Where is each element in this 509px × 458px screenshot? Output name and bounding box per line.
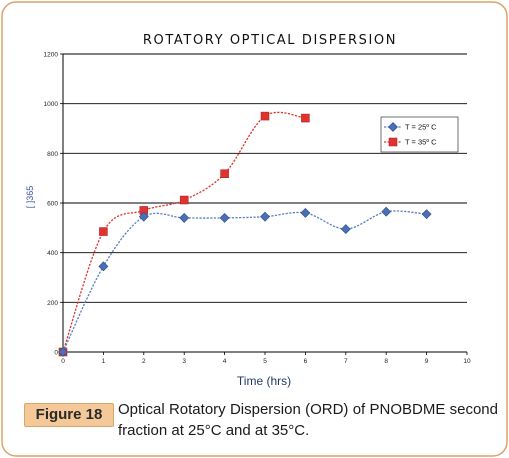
y-tick-label: 600 bbox=[47, 201, 58, 208]
series-t35 bbox=[58, 111, 310, 357]
caption-text: Optical Rotatory Dispersion (ORD) of PNO… bbox=[118, 401, 498, 439]
y-tick-label: 0 bbox=[54, 350, 58, 357]
axes bbox=[60, 53, 468, 355]
x-tick-label: 0 bbox=[61, 358, 65, 365]
y-tick-label: 200 bbox=[47, 300, 58, 307]
data-point bbox=[260, 111, 270, 121]
x-tick-label: 1 bbox=[102, 358, 106, 365]
y-tick-label: 400 bbox=[47, 250, 58, 257]
series-t25 bbox=[58, 206, 432, 357]
x-tick-label: 2 bbox=[142, 358, 146, 365]
data-point bbox=[381, 206, 392, 217]
figure-caption: Figure 18 Optical Rotatory Dispersion (O… bbox=[16, 396, 501, 448]
x-tick-label: 7 bbox=[344, 358, 348, 365]
y-tick-label: 800 bbox=[47, 151, 58, 158]
data-point bbox=[138, 211, 149, 222]
data-point bbox=[219, 212, 230, 223]
x-tick-label: 10 bbox=[463, 358, 471, 365]
y-axis-label: [ ]365 bbox=[25, 186, 35, 209]
data-point bbox=[340, 224, 351, 234]
x-tick-label: 5 bbox=[263, 358, 267, 365]
data-point bbox=[179, 212, 190, 223]
data-series bbox=[58, 111, 432, 357]
y-tick-label: 1000 bbox=[44, 101, 59, 108]
legend-entry: T = 35º C bbox=[384, 138, 437, 147]
x-tick-label: 6 bbox=[304, 358, 308, 365]
chart-title: ROTATORY OPTICAL DISPERSION bbox=[143, 33, 397, 48]
data-point bbox=[58, 347, 68, 357]
x-axis-label: Time (hrs) bbox=[237, 374, 291, 388]
tick-labels: 0 200 400 600 800 1000 1200 0 1 2 3 4 5 6 7 8 9 10 bbox=[44, 52, 471, 366]
series-line bbox=[62, 210, 427, 353]
legend-label: T = 25º C bbox=[405, 123, 437, 132]
data-point bbox=[421, 209, 432, 220]
data-point bbox=[301, 113, 310, 123]
legend-entry: T = 25º C bbox=[384, 122, 437, 132]
data-point bbox=[179, 195, 189, 205]
data-point bbox=[300, 208, 311, 218]
data-point bbox=[260, 211, 270, 222]
y-tick-label: 1200 bbox=[44, 52, 59, 59]
x-tick-label: 9 bbox=[425, 358, 429, 365]
legend-swatch-marker bbox=[388, 122, 398, 132]
legend-swatch-marker bbox=[388, 137, 398, 147]
x-tick-label: 3 bbox=[182, 358, 186, 365]
data-point bbox=[99, 227, 108, 236]
x-tick-label: 4 bbox=[223, 358, 227, 365]
grid-lines bbox=[63, 53, 467, 303]
x-tick-label: 8 bbox=[384, 358, 388, 365]
data-point bbox=[98, 261, 109, 272]
legend-label: T = 35º C bbox=[405, 138, 437, 147]
figure-number-badge: Figure 18 bbox=[24, 403, 114, 427]
legend: T = 25º C T = 35º C bbox=[380, 116, 459, 153]
data-point bbox=[220, 169, 229, 178]
